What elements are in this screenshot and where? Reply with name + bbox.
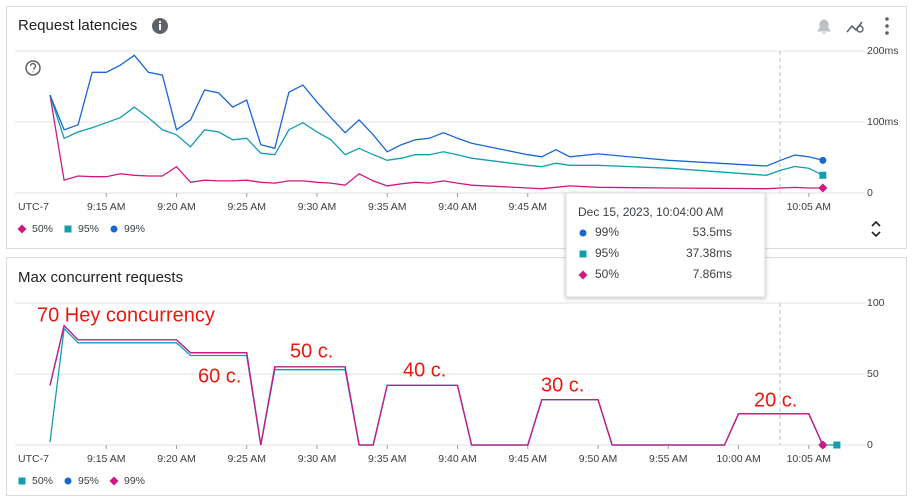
y-tick-label: 0 <box>867 187 873 199</box>
legend-label: 50% <box>32 223 53 235</box>
annotation: 60 c. <box>198 365 241 387</box>
end-marker <box>833 441 841 449</box>
annotation: 20 c. <box>754 389 797 411</box>
tooltip-value: 7.86ms <box>693 267 732 281</box>
expand-toggle[interactable] <box>871 220 881 238</box>
series-line <box>49 54 823 167</box>
series-line <box>49 94 823 190</box>
x-tick-label: 9:20 AM <box>157 201 196 213</box>
legend-label: 95% <box>78 475 99 487</box>
y-tick-label: 200ms <box>867 45 899 57</box>
end-marker <box>818 183 828 193</box>
annotation: 30 c. <box>541 374 584 396</box>
legend-swatch <box>110 225 118 233</box>
tooltip-name: 95% <box>595 246 619 260</box>
info-icon-glyph <box>159 24 161 30</box>
more-menu[interactable] <box>885 17 889 35</box>
end-marker <box>819 171 827 179</box>
y-tick-label: 100ms <box>867 116 899 128</box>
x-tick-label: 9:30 AM <box>298 453 337 465</box>
legend-swatch <box>17 224 27 234</box>
tooltip-swatch <box>579 229 587 237</box>
x-axis-label: UTC-7 <box>18 453 49 465</box>
tooltip-value: 53.5ms <box>693 225 732 239</box>
legend-swatch <box>109 476 119 486</box>
x-tick-label: 9:30 AM <box>298 201 337 213</box>
info-icon-glyph <box>159 21 161 23</box>
tooltip-swatch <box>579 250 587 258</box>
x-tick-label: 9:40 AM <box>438 201 477 213</box>
tooltip-title: Dec 15, 2023, 10:04:00 AM <box>578 205 723 219</box>
x-tick-label: 9:45 AM <box>508 201 547 213</box>
legend-label: 95% <box>78 223 99 235</box>
alert-icon[interactable] <box>817 19 831 34</box>
x-tick-label: 10:05 AM <box>787 453 831 465</box>
x-tick-label: 9:25 AM <box>227 201 266 213</box>
help-icon-glyph <box>29 62 37 73</box>
x-tick-label: 9:15 AM <box>87 453 126 465</box>
y-tick-label: 50 <box>867 368 879 380</box>
chart-title: Max concurrent requests <box>18 269 183 286</box>
x-tick-label: 10:00 AM <box>716 453 760 465</box>
end-marker <box>818 440 828 450</box>
x-tick-label: 9:20 AM <box>157 453 196 465</box>
legend-swatch <box>64 477 72 485</box>
x-axis-label: UTC-7 <box>18 201 49 213</box>
help-icon[interactable] <box>25 60 41 76</box>
chart-title: Request latencies <box>18 17 137 34</box>
legend-swatch <box>18 477 26 485</box>
tooltip: Dec 15, 2023, 10:04:00 AM 99% 53.5ms 95% 37.… <box>565 192 766 298</box>
tooltip-box <box>565 192 766 298</box>
tooltip-name: 99% <box>595 225 619 239</box>
legend-label: 99% <box>124 475 145 487</box>
x-tick-label: 10:05 AM <box>787 201 831 213</box>
x-tick-label: 9:45 AM <box>508 453 547 465</box>
x-tick-label: 9:25 AM <box>227 453 266 465</box>
x-tick-label: 9:35 AM <box>368 453 407 465</box>
tooltip-swatch <box>578 270 588 280</box>
series-line <box>49 94 824 176</box>
annotation: 50 c. <box>290 340 333 362</box>
legend-swatch <box>64 225 72 233</box>
legend-label: 50% <box>32 475 53 487</box>
annotation: 70 Hey concurrency <box>37 304 215 326</box>
y-tick-label: 100 <box>867 297 885 309</box>
x-tick-label: 9:15 AM <box>87 201 126 213</box>
series-line <box>49 324 824 446</box>
tooltip-value: 37.38ms <box>686 246 732 260</box>
legend-label: 99% <box>124 223 145 235</box>
tooltip-name: 50% <box>595 267 619 281</box>
x-tick-label: 9:35 AM <box>368 201 407 213</box>
x-tick-label: 9:55 AM <box>649 453 688 465</box>
end-marker <box>819 156 827 164</box>
annotation: 40 c. <box>403 359 446 381</box>
x-tick-label: 9:50 AM <box>579 453 618 465</box>
explore-icon-lens <box>856 25 864 33</box>
x-tick-label: 9:40 AM <box>438 453 477 465</box>
y-tick-label: 0 <box>867 439 873 451</box>
